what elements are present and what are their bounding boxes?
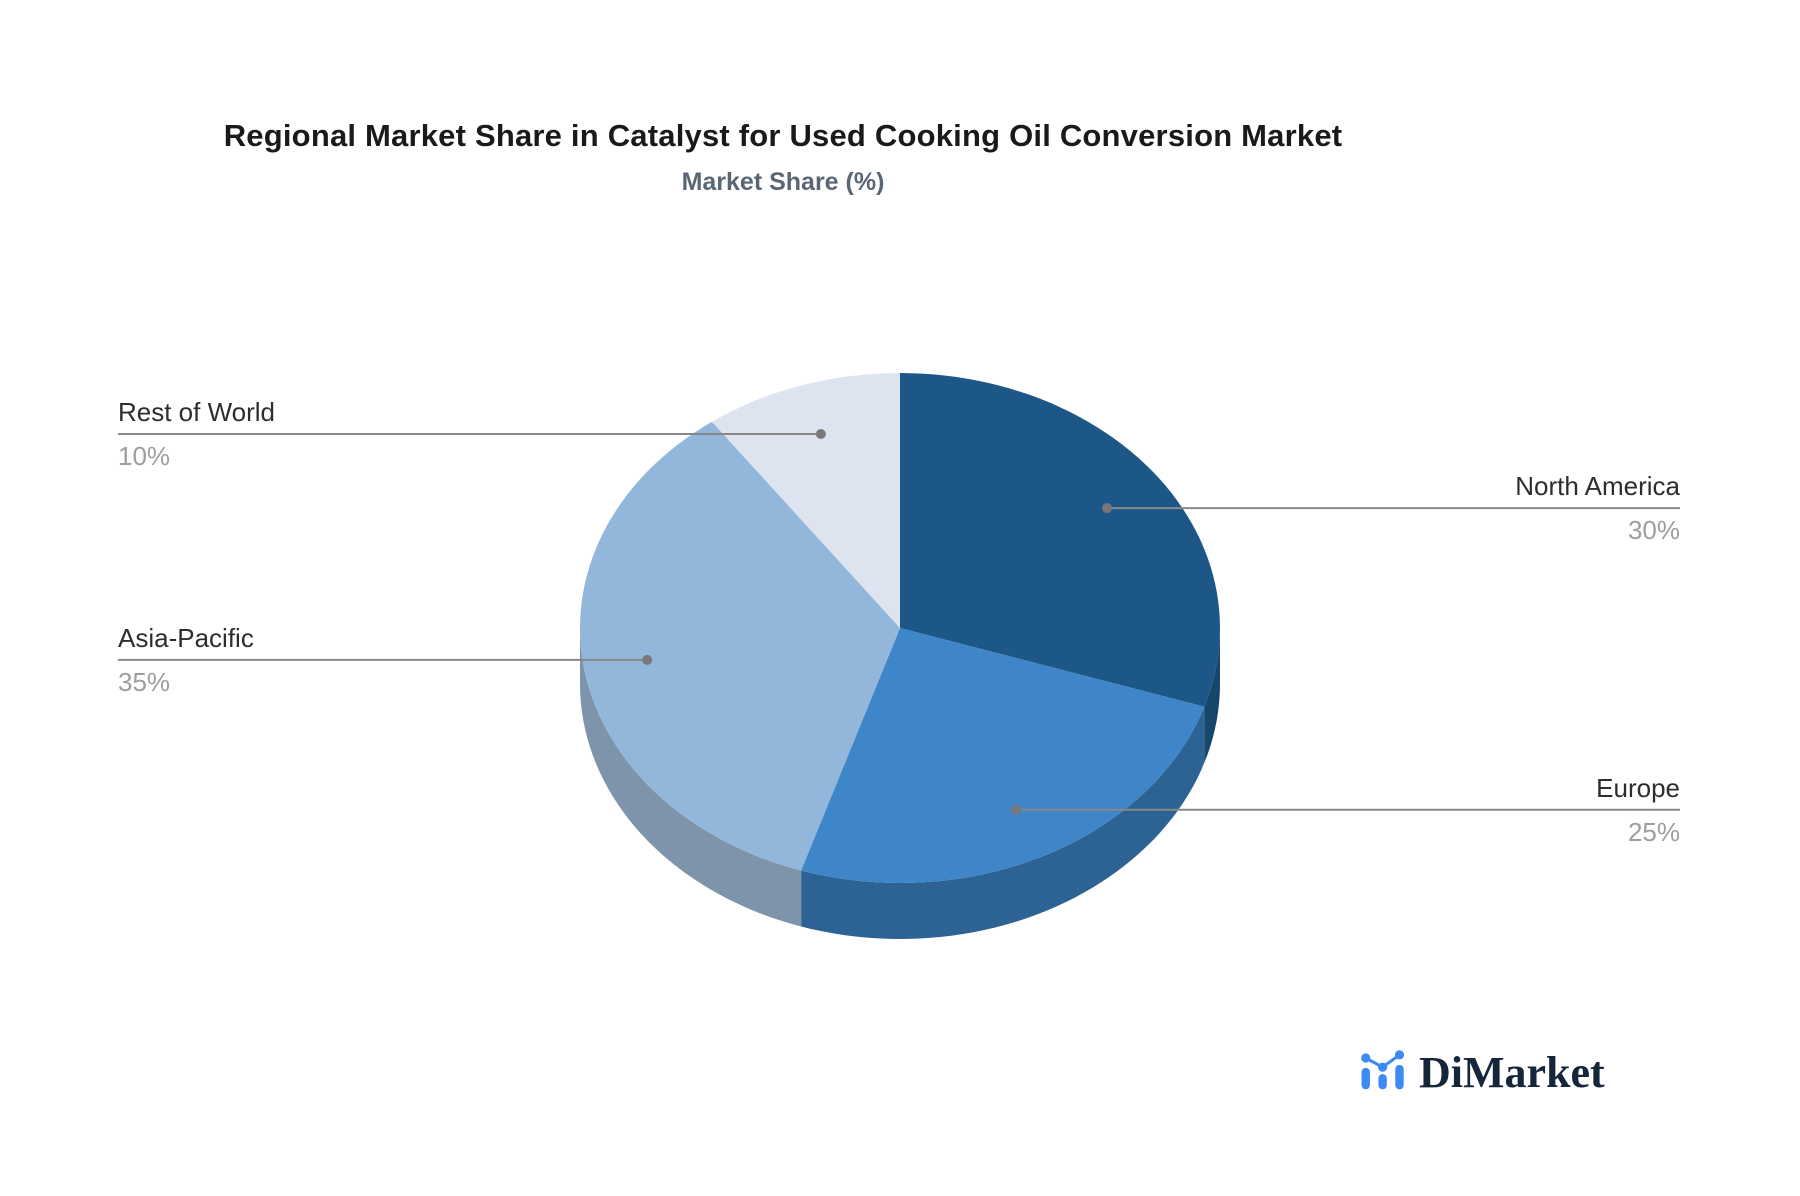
pie-slice-rest-of-world[interactable] [711, 373, 900, 628]
chart-subtitle: Market Share (%) [681, 168, 885, 196]
bar-line-chart-icon [1361, 1050, 1405, 1090]
logo-text: DiMarket [1419, 1048, 1605, 1097]
dimarket-logo: DiMarket [1360, 1044, 1605, 1096]
slice-label-asia-pacific: Asia-Pacific [118, 622, 254, 653]
slice-label-north-america: North America [1515, 471, 1680, 502]
slice-pct-rest-of-world: 10% [118, 440, 171, 471]
slice-label-rest-of-world: Rest of World [118, 396, 276, 427]
pie-slice-europe[interactable] [801, 628, 1205, 883]
pie-slice-side-asia-pacific [580, 628, 802, 927]
leader-dot-north-america [1102, 503, 1113, 514]
slice-pct-north-america: 30% [1627, 515, 1680, 546]
slice-pct-europe: 25% [1627, 816, 1680, 847]
slice-label-europe: Europe [1596, 772, 1680, 803]
leader-dot-asia-pacific [642, 654, 653, 665]
pie-slice-asia-pacific[interactable] [580, 421, 900, 871]
pie-slice-side-north-america [1204, 628, 1220, 763]
leader-dot-rest-of-world [815, 429, 826, 439]
leader-dot-europe [1011, 804, 1022, 815]
pie-slice-north-america[interactable] [900, 373, 1220, 707]
chart-title: Regional Market Share in Catalyst for Us… [223, 118, 1343, 153]
pie-slice-side-europe [801, 706, 1205, 939]
slice-pct-asia-pacific: 35% [118, 666, 171, 697]
